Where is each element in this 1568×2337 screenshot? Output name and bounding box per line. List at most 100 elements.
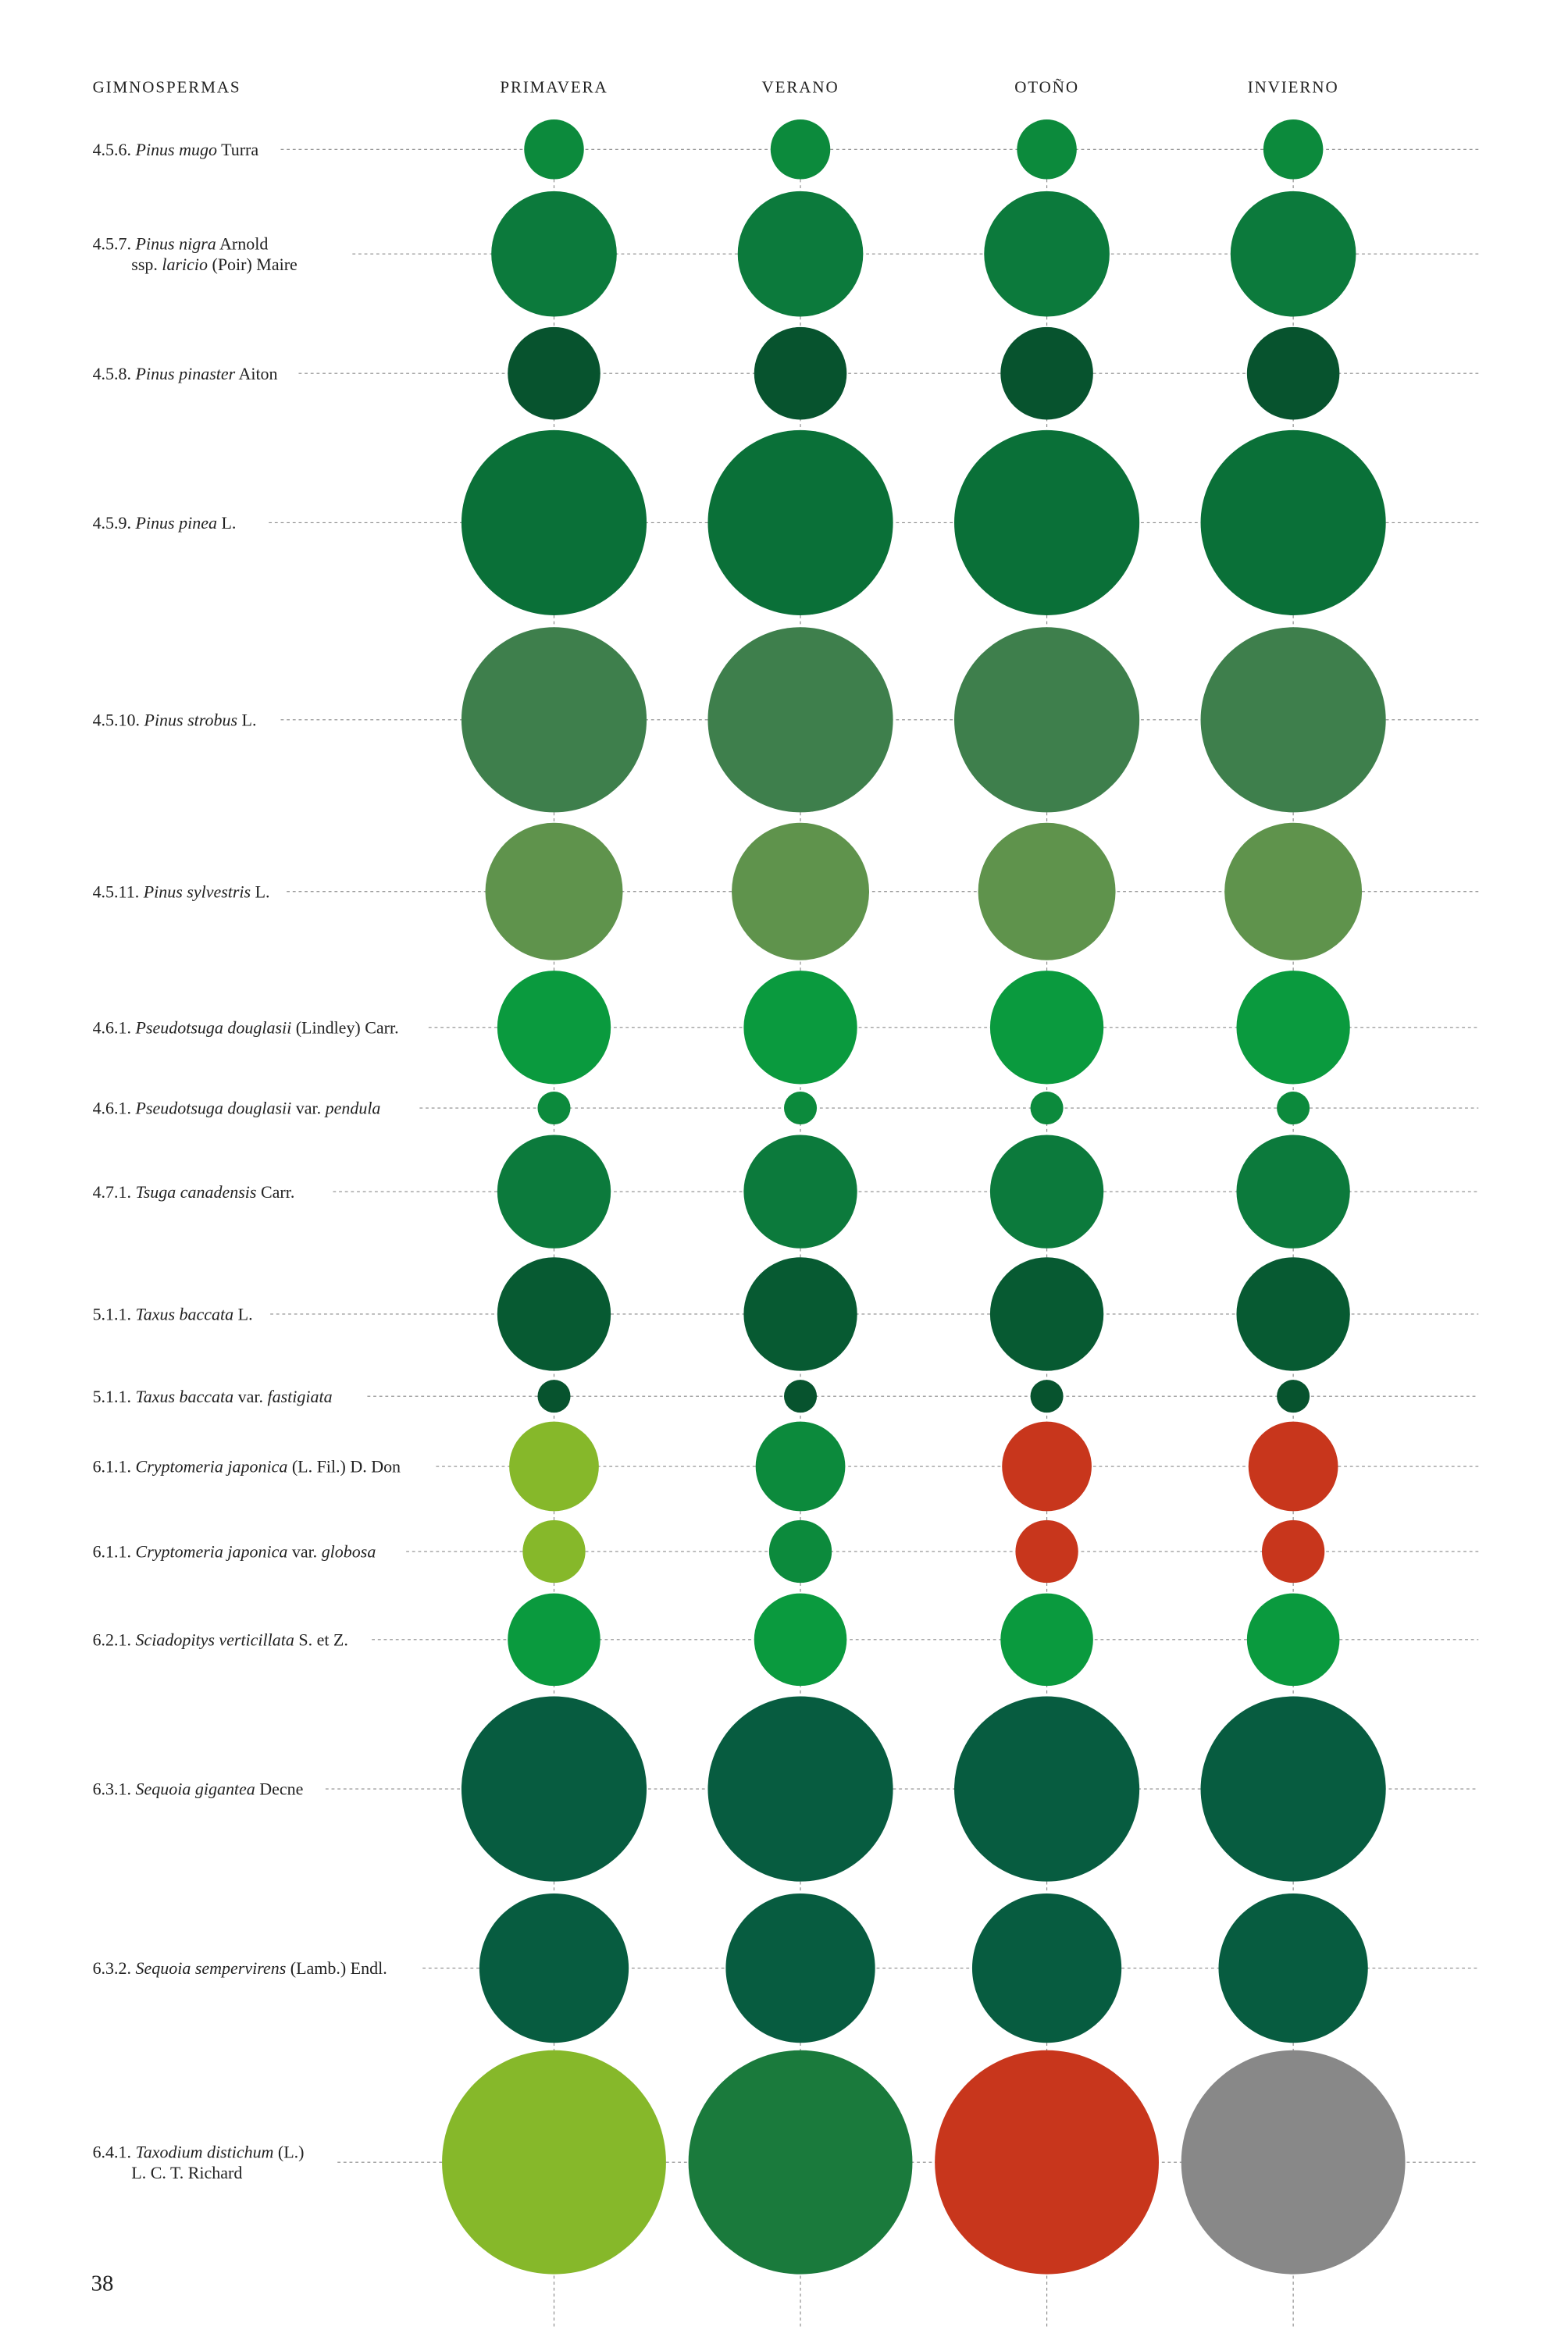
row-label: 4.7.1. Tsuga canadensis Carr. — [93, 1182, 295, 1202]
bubble-mark — [743, 1257, 857, 1371]
bubble-mark — [1246, 1593, 1340, 1687]
row-label-part: 4.5.8. — [93, 364, 136, 383]
row-label-part: 4.5.9. — [93, 513, 136, 533]
row-label-line2: ssp. laricio (Poir) Maire — [131, 255, 298, 274]
bubble-mark — [1015, 1519, 1078, 1584]
row-label-part: 6.2.1. — [93, 1630, 136, 1650]
row-label-part: L. — [237, 710, 256, 729]
row-label: 6.4.1. Taxodium distichum (L.) — [93, 2142, 305, 2161]
row-label-part: Turra — [217, 140, 258, 159]
row-label: 5.1.1. Taxus baccata var. fastigiata — [93, 1387, 333, 1406]
bubble-mark — [743, 1135, 857, 1249]
row-label-part: 5.1.1. — [93, 1387, 136, 1406]
bubble-mark — [1246, 326, 1340, 420]
row-label-part: Pseudotsuga douglasii — [135, 1017, 292, 1037]
row-label: 4.5.8. Pinus pinaster Aiton — [93, 364, 278, 383]
bubble-mark — [971, 1893, 1122, 2043]
row-label: 4.5.11. Pinus sylvestris L. — [93, 882, 270, 901]
bubble-mark — [688, 2050, 913, 2275]
row-label: 6.2.1. Sciadopitys verticillata S. et Z. — [93, 1630, 348, 1650]
row-label-part: 4.5.10. — [93, 710, 144, 729]
bubble-mark — [707, 1696, 893, 1882]
row-label-part: Pinus mugo — [135, 140, 217, 159]
bubble-mark — [984, 191, 1110, 317]
bubble-mark — [1248, 1421, 1338, 1512]
row-label-part: Pinus pinaster — [135, 364, 236, 383]
row-label-part: Decne — [255, 1779, 304, 1799]
bubble-mark — [1030, 1380, 1064, 1413]
row-label-part: Sequoia gigantea — [136, 1779, 255, 1799]
row-label-part: Pinus strobus — [144, 710, 238, 729]
bubble-mark — [978, 822, 1116, 960]
row-label-part: 6.3.2. — [93, 1958, 136, 1978]
bubble-mark — [1261, 1519, 1325, 1584]
row-label-part: laricio — [162, 255, 208, 274]
row-label: 5.1.1. Taxus baccata L. — [93, 1305, 253, 1324]
row-labels: 4.5.6. Pinus mugo Turra 4.5.7. Pinus nigr… — [93, 140, 401, 2182]
bubble-mark — [1230, 191, 1356, 317]
row-label-part: globosa — [322, 1542, 376, 1562]
bubble-mark — [497, 1135, 611, 1249]
bubble-mark — [954, 627, 1140, 813]
row-label: 6.3.1. Sequoia gigantea Decne — [93, 1779, 304, 1799]
row-label-part: Taxodium distichum — [136, 2142, 274, 2161]
bubble-mark — [989, 1257, 1104, 1371]
bubble-mark — [1277, 1380, 1310, 1413]
row-label-part: (L. Fil.) D. Don — [287, 1457, 401, 1477]
row-label-part: L. — [217, 513, 236, 533]
row-label-part: Pseudotsuga douglasii — [135, 1099, 292, 1118]
row-label: 4.6.1. Pseudotsuga douglasii var. pendul… — [93, 1099, 381, 1118]
row-label-part: 4.6.1. — [93, 1017, 136, 1037]
row-label-part: (Lamb.) Endl. — [286, 1958, 387, 1978]
bubble-mark — [461, 1696, 647, 1882]
bubble-marks — [442, 119, 1406, 2275]
row-label-part: L. — [251, 882, 269, 901]
bubble-mark — [784, 1380, 818, 1413]
row-label-part: 4.5.6. — [93, 140, 136, 159]
bubble-mark — [935, 2050, 1160, 2275]
bubble-mark — [754, 326, 847, 420]
bubble-mark — [524, 119, 584, 180]
bubble-mark — [1030, 1092, 1064, 1125]
row-label-part: L. — [233, 1305, 252, 1324]
bubble-mark — [497, 971, 611, 1085]
bubble-mark — [1200, 1696, 1386, 1882]
column-headers: GIMNOSPERMAS PRIMAVERA VERANO OTOÑO INVIERN… — [93, 78, 1338, 97]
row-label-part: var. — [291, 1099, 325, 1118]
row-label-part: var. — [233, 1387, 267, 1406]
row-label: 6.3.2. Sequoia sempervirens (Lamb.) Endl… — [93, 1958, 387, 1978]
bubble-mark — [768, 1519, 832, 1584]
bubble-mark — [479, 1893, 629, 2043]
row-label-part: 4.5.11. — [93, 882, 144, 901]
bubble-mark — [508, 1593, 600, 1687]
bubble-mark — [707, 627, 893, 813]
row-label-line2: L. C. T. Richard — [131, 2163, 242, 2182]
row-label-part: 6.4.1. — [93, 2142, 136, 2161]
row-label-part: Pinus nigra — [135, 233, 216, 253]
bubble-mark — [509, 1421, 599, 1512]
row-label-part: (L.) — [273, 2142, 304, 2161]
row-label-part: S. et Z. — [294, 1630, 348, 1650]
row-label-part: L. C. T. Richard — [131, 2163, 242, 2182]
bubble-mark — [954, 429, 1140, 615]
bubble-mark — [725, 1893, 875, 2043]
row-label: 4.6.1. Pseudotsuga douglasii (Lindley) C… — [93, 1017, 399, 1037]
bubble-mark — [491, 191, 617, 317]
row-label-part: var. — [287, 1542, 321, 1562]
row-label-part: Taxus baccata — [136, 1387, 234, 1406]
row-label-part: ssp. — [131, 255, 162, 274]
row-label-part: Carr. — [256, 1182, 294, 1202]
bubble-mark — [707, 429, 893, 615]
bubble-mark — [732, 822, 870, 960]
bubble-mark — [1200, 429, 1386, 615]
bubble-mark — [989, 971, 1104, 1085]
row-label-part: 4.7.1. — [93, 1182, 136, 1202]
row-label-part: Sciadopitys verticillata — [136, 1630, 294, 1650]
bubble-mark — [1218, 1893, 1368, 2043]
row-label: 6.1.1. Cryptomeria japonica (L. Fil.) D.… — [93, 1457, 401, 1477]
row-label-part: Tsuga canadensis — [136, 1182, 257, 1202]
row-label-part: Aiton — [235, 364, 277, 383]
bubble-mark — [755, 1421, 846, 1512]
row-label-part: 4.5.7. — [93, 233, 136, 253]
